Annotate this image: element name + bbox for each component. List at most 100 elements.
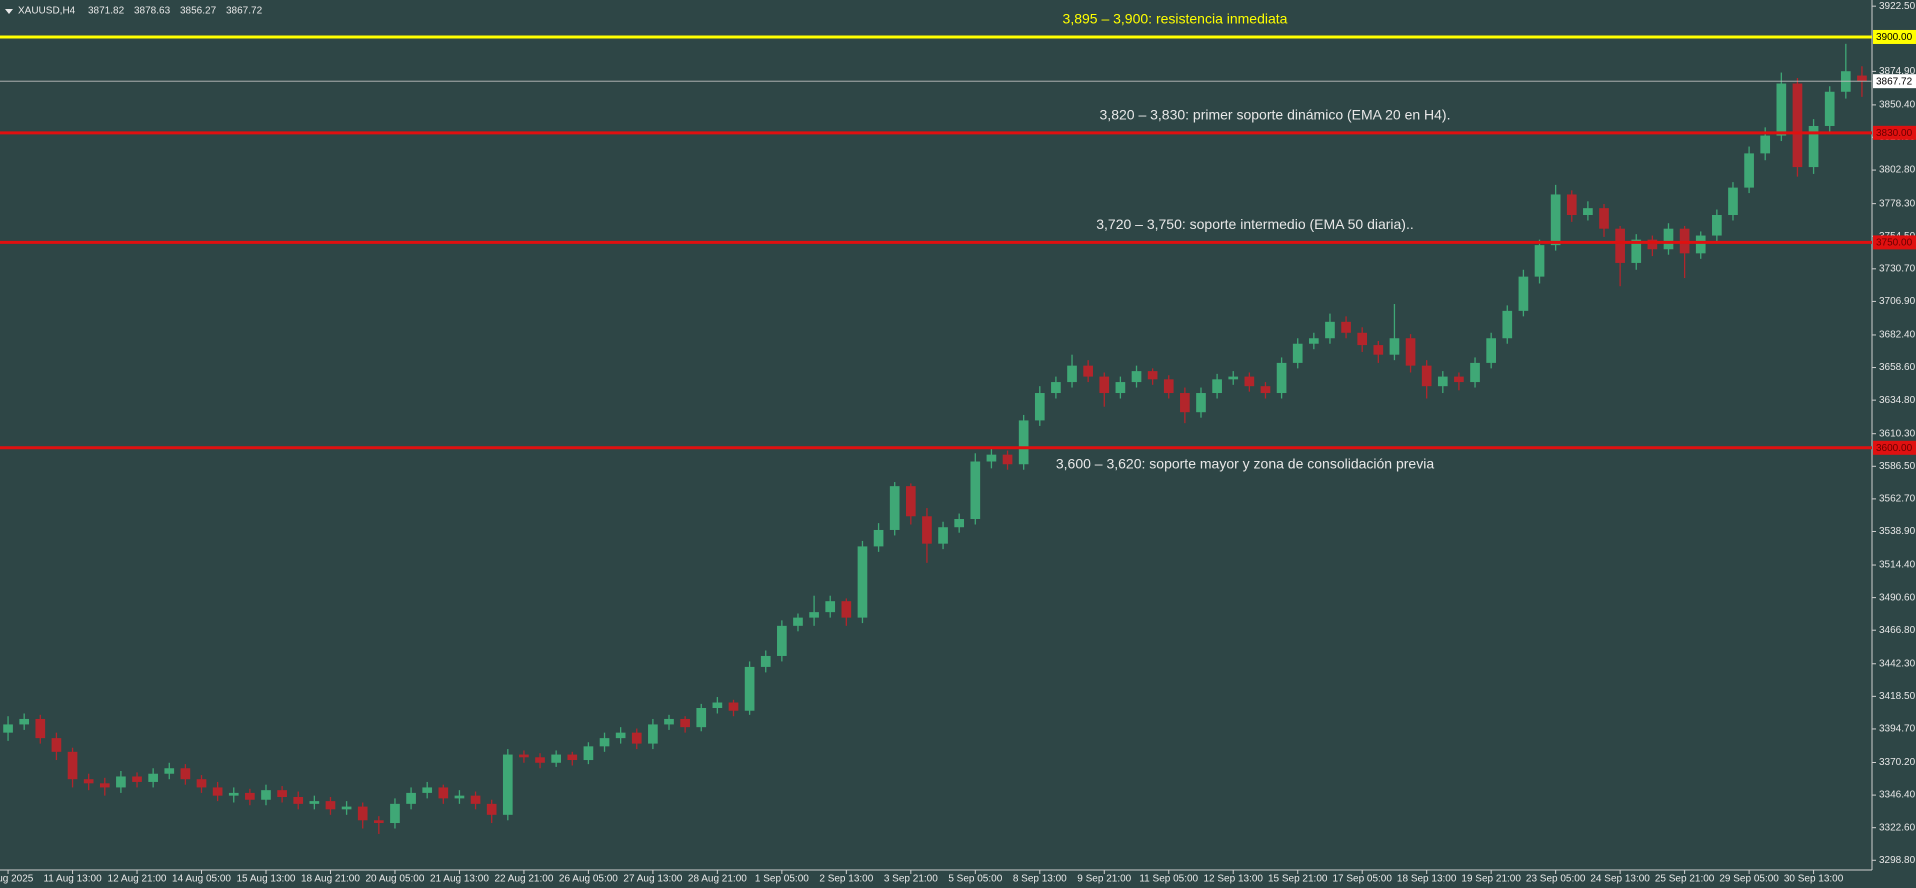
candle-body (873, 529, 884, 547)
candle-body (454, 795, 465, 799)
price-box-label: 3750.00 (1876, 238, 1913, 249)
x-tick-label: 30 Sep 13:00 (1784, 874, 1844, 885)
candle-body (1857, 75, 1867, 82)
x-tick-label: 2 Sep 13:00 (819, 874, 873, 885)
candle-body (1341, 321, 1351, 333)
x-tick-label: 20 Aug 05:00 (365, 874, 424, 885)
candle-body (1421, 365, 1432, 387)
x-tick-label: 9 Sep 21:00 (1077, 874, 1131, 885)
candle-body (486, 803, 497, 815)
candle-body (3, 724, 13, 733)
candle-body (1583, 208, 1593, 216)
y-tick-label: 3778.30 (1879, 198, 1916, 209)
price-box-label: 3900.00 (1876, 32, 1913, 43)
candle-body (1083, 365, 1093, 377)
candle-body (390, 803, 400, 824)
y-tick-label: 3730.70 (1879, 263, 1916, 274)
price-box (1873, 235, 1916, 250)
x-tick-label: 22 Aug 21:00 (494, 874, 553, 885)
y-tick-label: 3346.40 (1879, 790, 1916, 801)
x-tick-label: 18 Sep 13:00 (1397, 874, 1457, 885)
price-box-label: 3867.72 (1876, 76, 1913, 87)
candle-body (1034, 393, 1045, 421)
y-tick-label: 3418.50 (1879, 691, 1916, 702)
x-tick-label: 21 Aug 13:00 (430, 874, 489, 885)
candle-body (277, 790, 287, 798)
x-tick-label: 28 Aug 21:00 (688, 874, 747, 885)
candle-body (19, 718, 30, 725)
x-tick-label: 12 Sep 13:00 (1203, 874, 1263, 885)
y-tick-label: 3802.80 (1879, 165, 1916, 176)
candle-body (357, 806, 368, 821)
x-tick-label: 19 Sep 21:00 (1461, 874, 1521, 885)
y-tick-label: 3538.90 (1879, 526, 1916, 537)
candle-body (1615, 228, 1625, 263)
candle-body (970, 461, 981, 520)
candle-body (1470, 362, 1480, 383)
price-box (1873, 29, 1916, 44)
candle-body (35, 718, 46, 739)
candle-body (535, 757, 545, 763)
candle-body (825, 601, 836, 613)
y-tick-label: 3514.40 (1879, 560, 1916, 571)
y-tick-label: 3922.50 (1879, 1, 1916, 12)
y-tick-label: 3562.70 (1879, 494, 1916, 505)
x-tick-label: 27 Aug 13:00 (623, 874, 682, 885)
candle-body (551, 754, 561, 763)
candle-body (1744, 153, 1754, 188)
candle-body (1776, 83, 1787, 136)
candle-body (1180, 393, 1190, 413)
candle-body (841, 601, 852, 618)
candle-body (261, 790, 271, 800)
candle-body (470, 795, 481, 804)
candle-body (1550, 194, 1561, 246)
candle-body (422, 787, 433, 793)
candle-body (1454, 376, 1464, 383)
x-tick-label: 12 Aug 21:00 (108, 874, 167, 885)
candle-body (132, 776, 142, 782)
candle-body (1631, 239, 1642, 263)
candle-body (309, 801, 320, 804)
y-tick-label: 3322.60 (1879, 822, 1916, 833)
candle-body (245, 792, 255, 800)
price-box-label: 3600.00 (1876, 443, 1913, 454)
candle-body (502, 754, 513, 815)
candle-body (148, 773, 158, 782)
candle-body (406, 792, 416, 804)
candle-body (341, 806, 352, 810)
price-box-label: 3830.00 (1876, 128, 1913, 139)
candle-body (1244, 376, 1255, 387)
candle-body (1196, 393, 1206, 413)
candle-body (744, 666, 755, 711)
candle-body (180, 768, 191, 780)
y-tick-label: 3466.80 (1879, 625, 1916, 636)
candle-body (1760, 135, 1771, 154)
header-open: 3871.82 (88, 6, 125, 17)
candle-body (293, 797, 304, 804)
candle-body (1437, 376, 1448, 387)
candle-body (938, 527, 948, 544)
candle-body (567, 754, 578, 761)
candle-body (922, 516, 932, 544)
candle-body (1502, 310, 1513, 339)
y-tick-label: 3298.80 (1879, 855, 1916, 866)
candle-body (1309, 338, 1319, 344)
candle-body (1067, 365, 1077, 383)
candle-body (905, 486, 916, 517)
header-close: 3867.72 (226, 6, 263, 17)
candle-body (196, 779, 207, 788)
candle-body (599, 738, 610, 747)
level-note: 3,600 – 3,620: soporte mayor y zona de c… (1056, 456, 1434, 472)
candle-body (1147, 371, 1158, 380)
y-tick-label: 3586.50 (1879, 461, 1916, 472)
candle-body (1212, 379, 1222, 394)
candle-body (793, 617, 803, 626)
candle-body (1163, 379, 1174, 394)
candle-body (1695, 235, 1706, 254)
candle-body (1051, 382, 1061, 394)
candle-body (116, 776, 126, 788)
candle-body (809, 612, 819, 618)
candle-body (1260, 386, 1271, 394)
y-tick-label: 3874.90 (1879, 66, 1916, 77)
